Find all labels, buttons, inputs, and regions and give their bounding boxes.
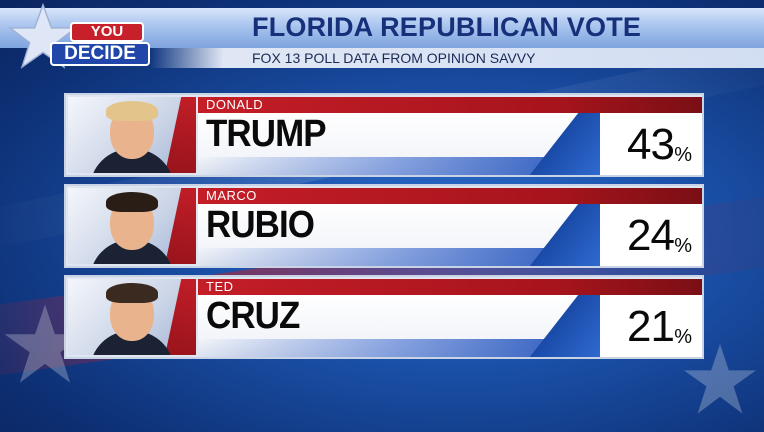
logo-decide-text: DECIDE bbox=[50, 42, 150, 66]
percent-sign: % bbox=[674, 235, 692, 257]
candidate-first-name: TED bbox=[206, 279, 234, 294]
candidate-panel-rubio: MARCO RUBIO 24 % bbox=[64, 184, 704, 268]
candidate-first-name: DONALD bbox=[206, 97, 264, 112]
candidate-last-name: RUBIO bbox=[206, 204, 315, 246]
candidate-percent: 43 bbox=[627, 120, 675, 169]
candidate-panel-cruz: TED CRUZ 21 % bbox=[64, 275, 704, 359]
percent-sign: % bbox=[674, 326, 692, 348]
candidate-photo-rubio bbox=[68, 188, 196, 264]
candidate-hair bbox=[106, 283, 158, 303]
candidate-panel-trump: DONALD TRUMP 43 % bbox=[64, 93, 704, 177]
candidate-percent: 21 bbox=[627, 302, 675, 351]
page-title: FLORIDA REPUBLICAN VOTE bbox=[252, 12, 642, 42]
subheader-bar bbox=[150, 48, 764, 68]
candidate-last-name: TRUMP bbox=[206, 113, 327, 155]
background-star-icon bbox=[684, 344, 756, 414]
candidate-hair bbox=[106, 192, 158, 212]
candidate-first-name: MARCO bbox=[206, 188, 257, 203]
logo-you-text: YOU bbox=[70, 22, 144, 42]
page-subtitle: FOX 13 POLL DATA FROM OPINION SAVVY bbox=[252, 50, 536, 66]
candidate-last-name: CRUZ bbox=[206, 295, 300, 337]
logo-star-icon bbox=[8, 2, 78, 69]
candidate-photo-trump bbox=[68, 97, 196, 173]
candidate-photo-cruz bbox=[68, 279, 196, 355]
percent-sign: % bbox=[674, 144, 692, 166]
background-star-icon bbox=[4, 304, 86, 383]
candidate-hair bbox=[106, 101, 158, 121]
you-decide-logo: YOU DECIDE bbox=[8, 2, 158, 72]
candidate-percent: 24 bbox=[627, 211, 675, 260]
